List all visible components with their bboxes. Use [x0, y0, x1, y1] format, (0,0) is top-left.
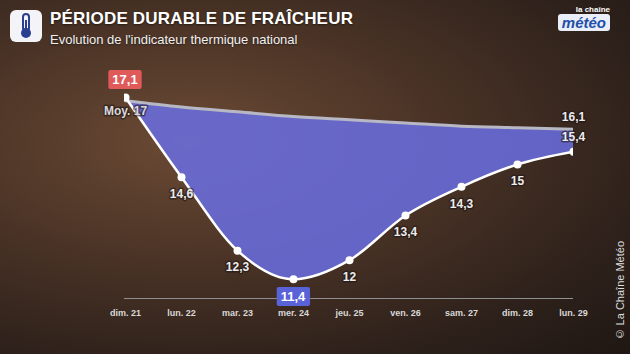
svg-text:mer. 24: mer. 24 — [278, 308, 309, 318]
html-text:Evolution de l'indicateur ther: Evolution de l'indicateur thermique nati… — [50, 32, 298, 47]
svg-text:sam. 27: sam. 27 — [445, 308, 478, 318]
html-text:la chaîne: la chaîne — [575, 5, 610, 14]
svg-text:14,3: 14,3 — [450, 197, 474, 211]
svg-text:12: 12 — [343, 270, 357, 284]
svg-text:dim. 28: dim. 28 — [502, 308, 533, 318]
html-text:© La Chaîne Météo: © La Chaîne Météo — [614, 240, 626, 340]
svg-text:13,4: 13,4 — [394, 225, 418, 239]
svg-text:lun. 29: lun. 29 — [559, 308, 588, 318]
svg-text:lun. 22: lun. 22 — [167, 308, 196, 318]
html-text:météo: météo — [561, 14, 606, 31]
svg-text:mar. 23: mar. 23 — [222, 308, 253, 318]
svg-text:15,4: 15,4 — [562, 130, 586, 144]
svg-text:dim. 21: dim. 21 — [110, 308, 141, 318]
svg-text:14,6: 14,6 — [170, 187, 194, 201]
svg-text:jeu. 25: jeu. 25 — [334, 308, 363, 318]
svg-text:Moy. 17: Moy. 17 — [104, 104, 147, 118]
svg-text:17,1: 17,1 — [112, 72, 137, 87]
svg-text:11,4: 11,4 — [281, 289, 306, 304]
svg-text:ven. 26: ven. 26 — [390, 308, 421, 318]
svg-text:12,3: 12,3 — [226, 260, 250, 274]
svg-text:15: 15 — [511, 174, 525, 188]
html-text:PÉRIODE DURABLE DE FRAÎCHEUR: PÉRIODE DURABLE DE FRAÎCHEUR — [50, 9, 354, 28]
svg-text:16,1: 16,1 — [562, 110, 586, 124]
